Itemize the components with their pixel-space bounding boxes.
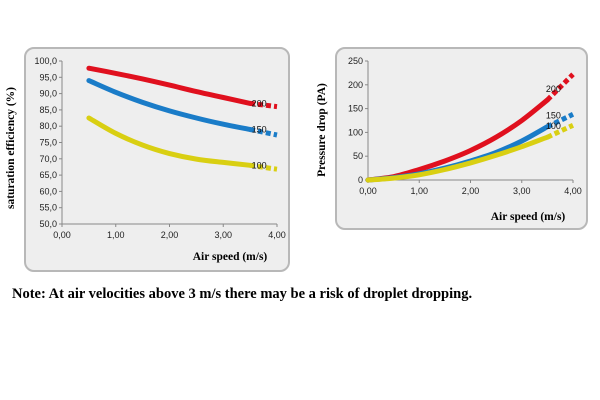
pressure-series-150-extension: [546, 112, 575, 129]
saturation-series-150-line: [86, 78, 253, 132]
pressure-series-100-extension: [546, 123, 575, 140]
saturation-x-tick-label: 2,00: [161, 230, 179, 240]
pressure-y-tick-label: 0: [358, 175, 363, 185]
pressure-y-axis-title: Pressure drop (PA): [316, 83, 328, 177]
pressure-series-200-label: 200: [546, 84, 561, 94]
saturation-y-tick-label: 75,0: [39, 138, 57, 148]
pressure-x-tick-label: 2,00: [462, 186, 480, 196]
pressure-x-tick-label: 3,00: [513, 186, 531, 196]
pressure-series-200-extension: [545, 72, 575, 102]
saturation-y-tick-label: 80,0: [39, 121, 57, 131]
pressure-y-tick-label: 250: [348, 56, 363, 66]
saturation-y-tick-label: 55,0: [39, 203, 57, 213]
pressure-series-150-label: 150: [546, 111, 561, 121]
saturation-y-tick-label: 60,0: [39, 186, 57, 196]
pressure-y-tick-label: 50: [353, 151, 363, 161]
saturation-series-200-extension: [249, 100, 278, 110]
pressure-series-100-label: 100: [546, 121, 561, 131]
saturation-y-tick-label: 65,0: [39, 170, 57, 180]
saturation-y-tick-label: 85,0: [39, 105, 57, 115]
saturation-x-tick-label: 4,00: [268, 230, 286, 240]
saturation-y-axis-title: saturation efficiency (%): [5, 87, 17, 209]
saturation-series-100-label: 100: [252, 160, 267, 170]
saturation-x-tick-label: 1,00: [107, 230, 125, 240]
saturation-x-tick-label: 3,00: [214, 230, 232, 240]
saturation-series-200-line: [86, 65, 253, 106]
pressure-y-tick-label: 150: [348, 104, 363, 114]
pressure-x-tick-label: 1,00: [410, 186, 428, 196]
pressure-x-axis-title: Air speed (m/s): [491, 211, 566, 223]
saturation-series-100-line: [86, 115, 253, 168]
pressure-y-tick-label: 200: [348, 80, 363, 90]
saturation-x-axis-title: Air speed (m/s): [193, 251, 268, 263]
saturation-series-150-extension: [249, 127, 278, 138]
pressure-x-tick-label: 4,00: [564, 186, 582, 196]
saturation-y-tick-label: 100,0: [34, 56, 57, 66]
saturation-series-100-extension: [249, 162, 278, 172]
saturation-series-200-label: 200: [252, 98, 267, 108]
saturation-y-tick-label: 90,0: [39, 89, 57, 99]
pressure-x-tick-label: 0,00: [359, 186, 377, 196]
saturation-y-tick-label: 50,0: [39, 219, 57, 229]
note-text: Note: At air velocities above 3 m/s ther…: [12, 286, 473, 302]
saturation-series-150-label: 150: [252, 124, 267, 134]
saturation-y-tick-label: 70,0: [39, 154, 57, 164]
pressure-y-tick-label: 100: [348, 127, 363, 137]
saturation-x-tick-label: 0,00: [53, 230, 71, 240]
saturation-y-tick-label: 95,0: [39, 72, 57, 82]
pressure-series-100-line: [365, 134, 550, 183]
